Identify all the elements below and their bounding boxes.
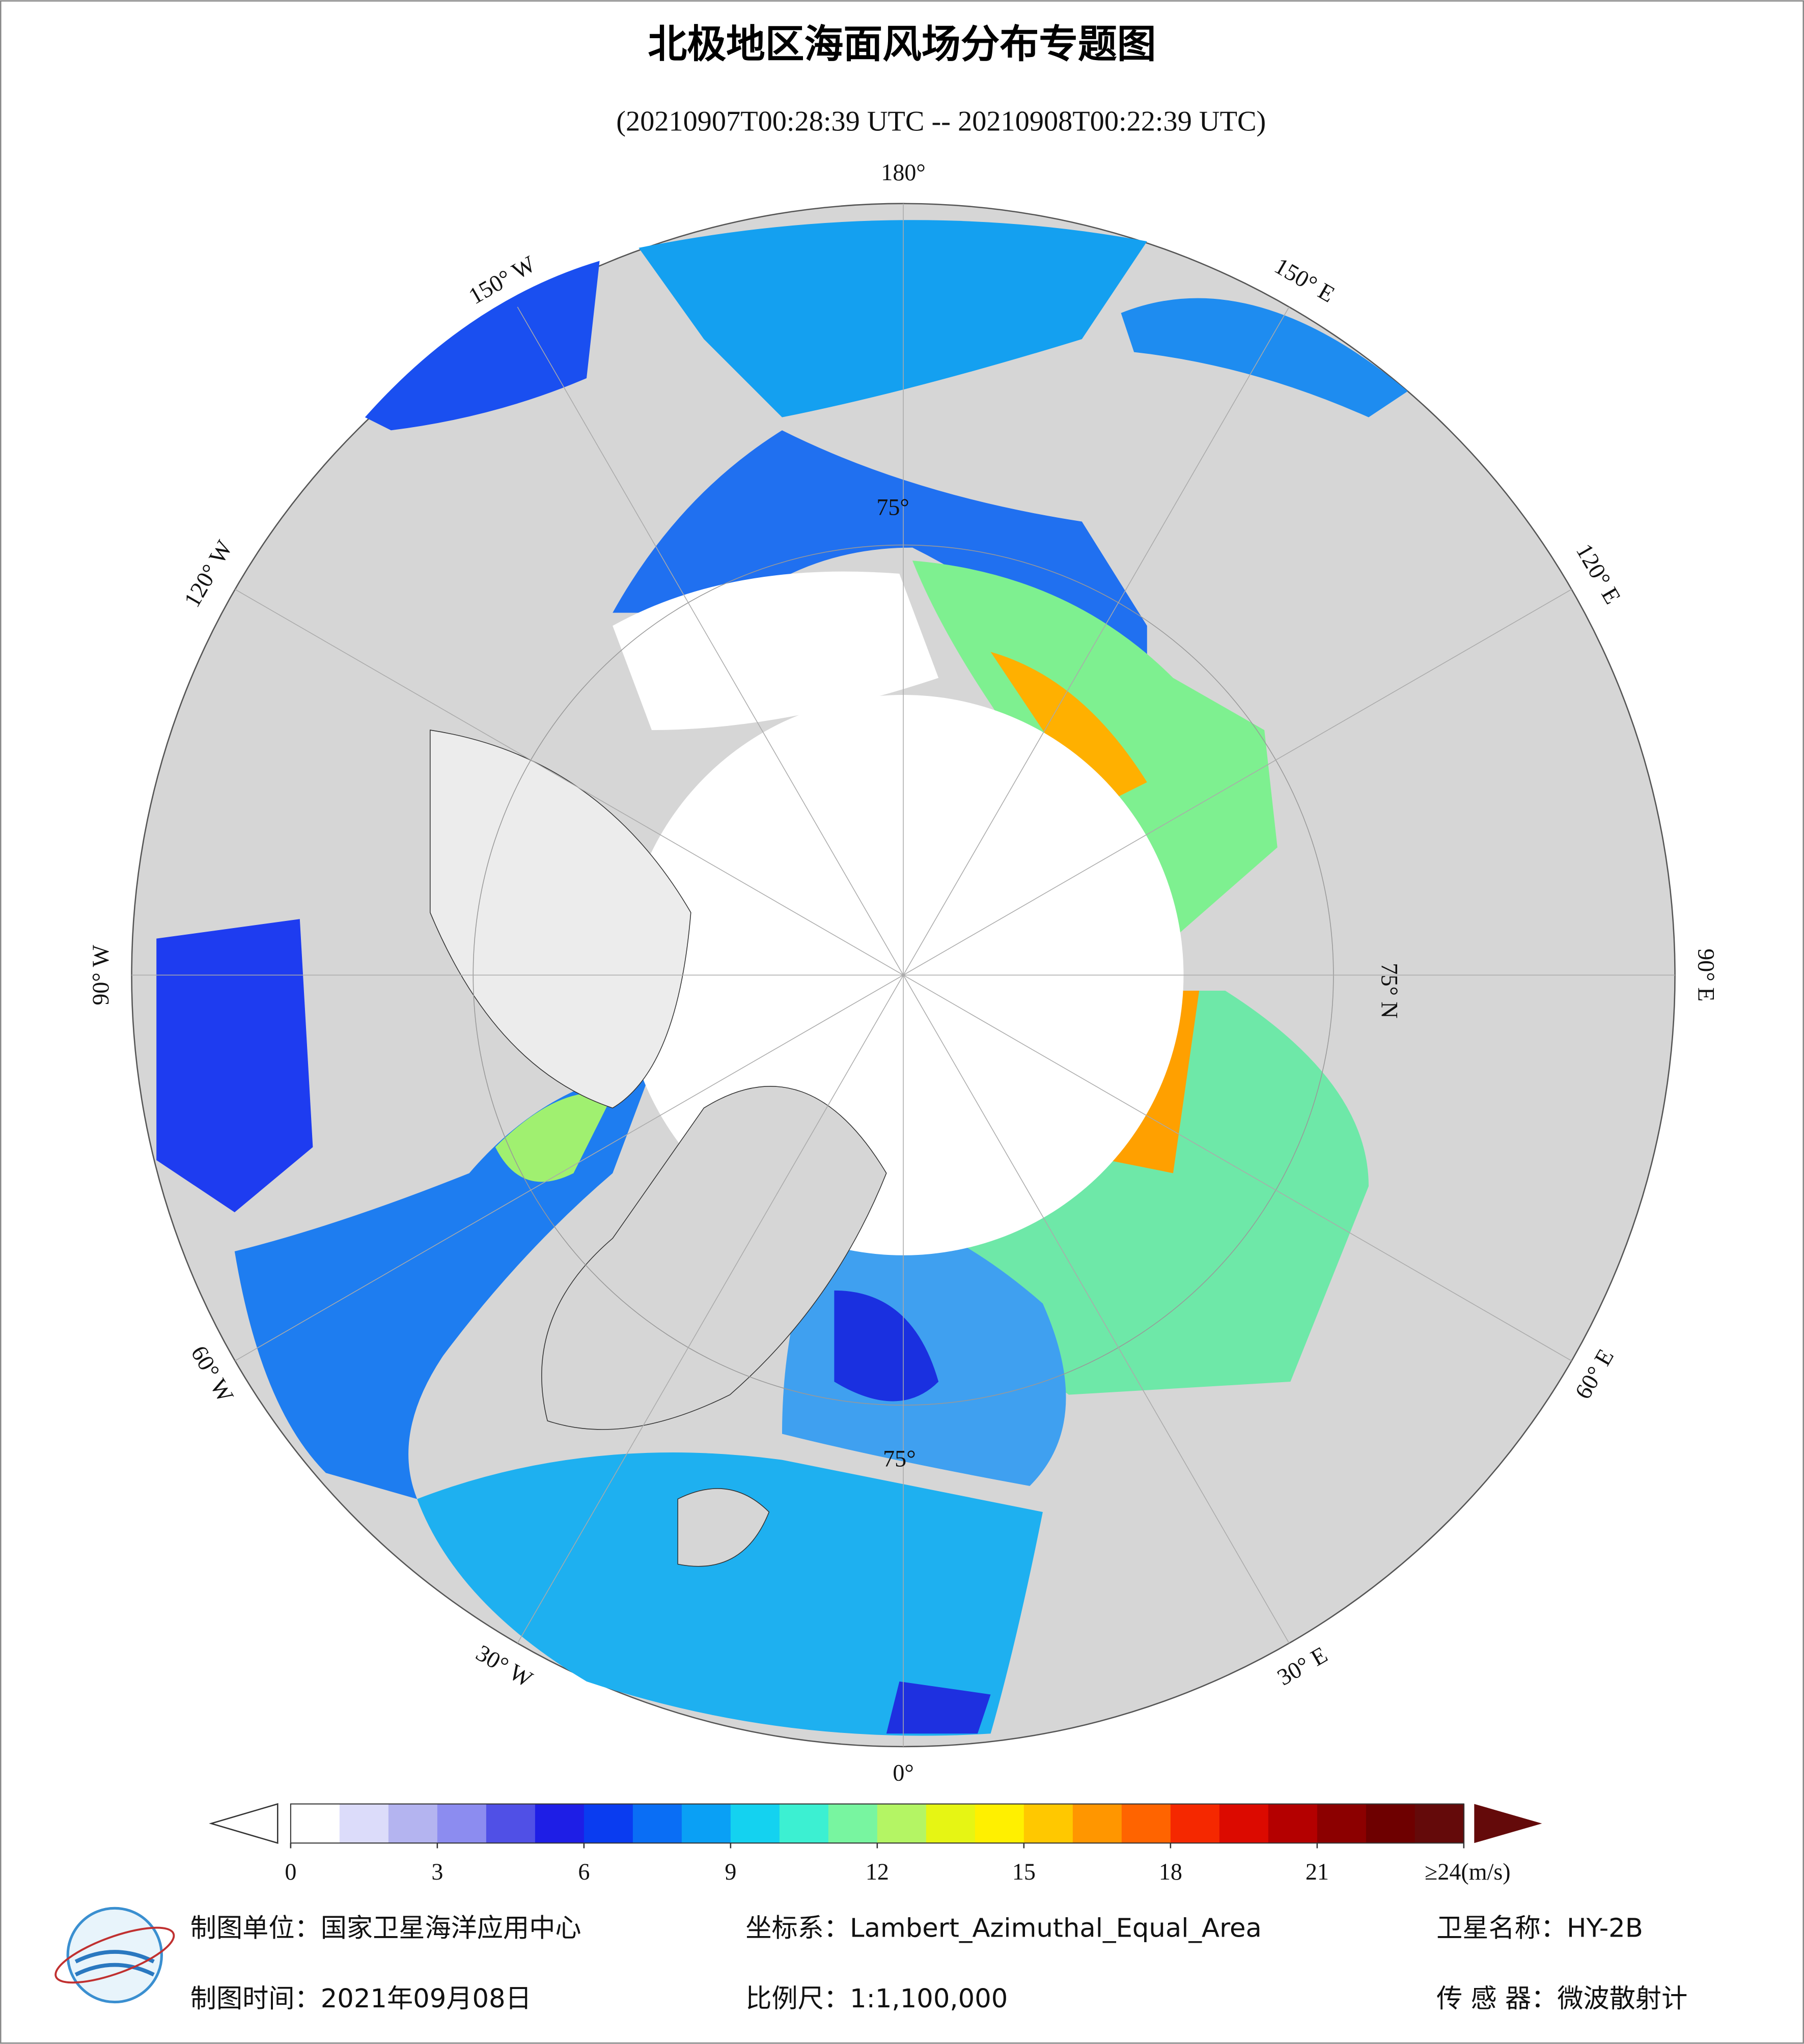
colorbar-swatch [290, 1804, 341, 1843]
colorbar-swatch [1366, 1804, 1416, 1843]
lon-label: 180° [881, 159, 926, 185]
colorbar-swatch [877, 1804, 927, 1843]
colorbar-swatch [1414, 1804, 1465, 1843]
meridian [235, 589, 904, 976]
colorbar-tick-label: 15 [1012, 1859, 1036, 1885]
lat-label: 75° [876, 494, 909, 520]
footer-coords: 坐标系：Lambert_Azimuthal_Equal_Area [745, 1913, 1262, 1944]
colorbar-swatch [828, 1804, 878, 1843]
colorbar-tick-label: ≥24(m/s) [1425, 1859, 1511, 1885]
meridian [903, 974, 1572, 1361]
meridian [517, 974, 904, 1644]
colorbar-swatch [535, 1804, 585, 1843]
colorbar-swatch [1023, 1804, 1074, 1843]
colorbar-tick-label: 12 [866, 1859, 889, 1885]
colorbar-tick-label: 18 [1159, 1859, 1182, 1885]
colorbar-swatch [681, 1804, 732, 1843]
meridian [517, 306, 904, 975]
meridian [235, 974, 904, 1361]
logo [54, 1907, 175, 2004]
colorbar-swatch [584, 1804, 634, 1843]
colorbar-swatch [975, 1804, 1025, 1843]
subtitle: (20210907T00:28:39 UTC -- 20210908T00:22… [616, 105, 1266, 137]
footer-sensor: 传 感 器：微波散射计 [1436, 1983, 1687, 2014]
footer-unit: 制图单位：国家卫星海洋应用中心 [190, 1913, 581, 1944]
colorbar-swatch [388, 1804, 438, 1843]
colorbar-swatch [486, 1804, 536, 1843]
colorbar-swatch [437, 1804, 487, 1843]
title: 北极地区海面风场分布专题图 [648, 22, 1156, 67]
lon-label: 0° [893, 1760, 913, 1786]
lat-label: 75° [883, 1445, 915, 1471]
colorbar-swatch [779, 1804, 829, 1843]
colorbar-tick-label: 0 [285, 1859, 296, 1885]
colorbar-swatch [926, 1804, 976, 1843]
colorbar-swatch [1317, 1804, 1367, 1843]
colorbar-tick-label: 21 [1306, 1859, 1329, 1885]
lon-label: 90° W [88, 945, 114, 1005]
colorbar-tick-label: 6 [578, 1859, 590, 1885]
colorbar-swatch [730, 1804, 781, 1843]
colorbar-tick-label: 3 [431, 1859, 443, 1885]
colorbar-swatch [1121, 1804, 1172, 1843]
colorbar-swatch [1072, 1804, 1123, 1843]
footer: 制图单位：国家卫星海洋应用中心 坐标系：Lambert_Azimuthal_Eq… [54, 1907, 1687, 2014]
colorbar-swatch [1219, 1804, 1269, 1843]
meridian [903, 306, 1290, 975]
graticule [131, 203, 1675, 1747]
meridian [903, 589, 1572, 976]
footer-scale: 比例尺：1:1,100,000 [745, 1983, 1008, 2014]
footer-satellite: 卫星名称：HY-2B [1436, 1913, 1643, 1944]
footer-date: 制图时间：2021年09月08日 [190, 1983, 532, 2014]
colorbar-swatch [632, 1804, 683, 1843]
colorbar-swatch [1268, 1804, 1318, 1843]
colorbar: 0 3 6 9 12 15 18 21 ≥24(m/s) [209, 1803, 1542, 1885]
colorbar-swatch [1170, 1804, 1220, 1843]
meridian [903, 974, 1290, 1644]
colorbar-tick-label: 9 [725, 1859, 736, 1885]
colorbar-under [209, 1803, 279, 1844]
colorbar-over [1474, 1804, 1542, 1843]
lon-label: 90° E [1693, 948, 1719, 1001]
colorbar-swatch [339, 1804, 390, 1843]
lat-label: 75° N [1377, 963, 1403, 1018]
